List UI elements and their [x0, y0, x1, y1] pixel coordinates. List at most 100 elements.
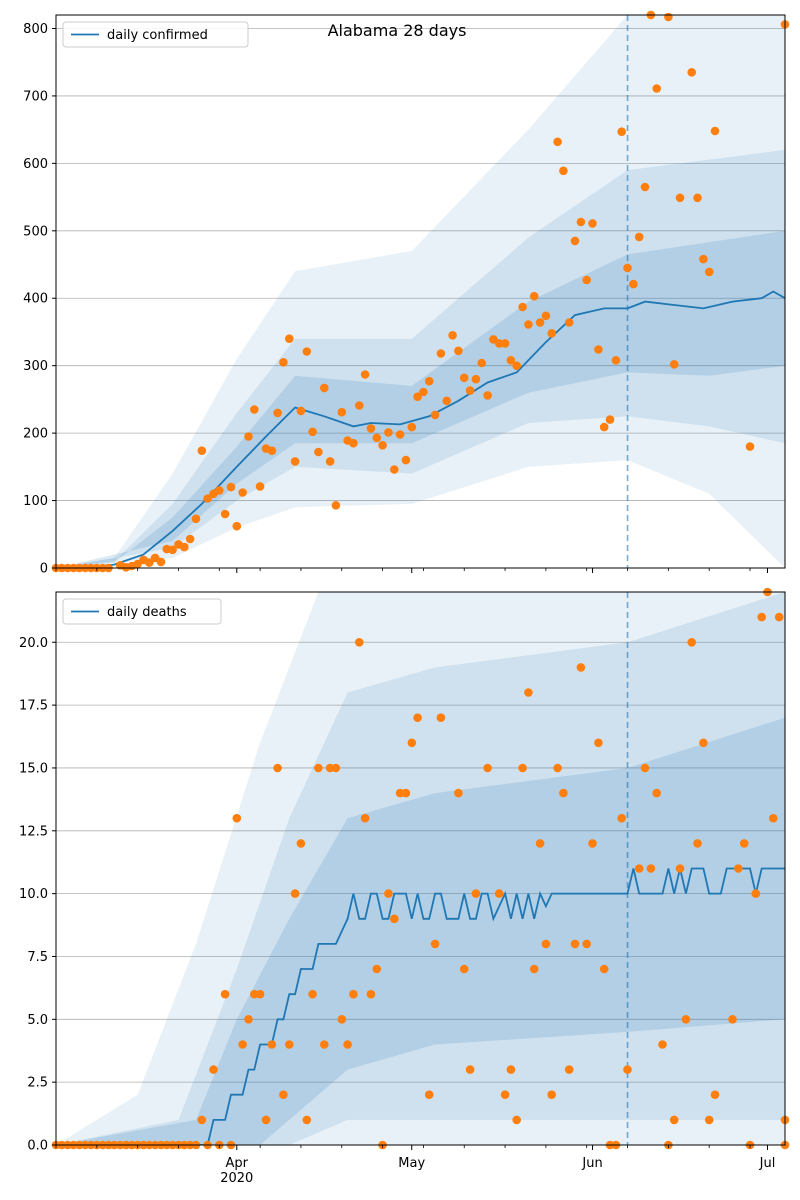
legend-box [62, 21, 249, 48]
uncertainty-band [56, 592, 785, 1145]
observed-point [629, 279, 638, 289]
observed-point [675, 193, 685, 203]
observed-point [261, 1115, 271, 1125]
observed-point [699, 254, 708, 264]
observed-point [401, 788, 411, 798]
observed-point [220, 509, 230, 519]
observed-point [285, 1040, 294, 1049]
observed-point [145, 558, 154, 567]
observed-point [588, 219, 597, 228]
observed-point [623, 263, 632, 273]
observed-point [244, 1015, 253, 1024]
observed-point [384, 428, 393, 437]
observed-point [337, 1015, 347, 1024]
observed-point [664, 12, 673, 22]
observed-point [320, 1040, 329, 1049]
observed-point [343, 1040, 352, 1049]
observed-point [617, 813, 626, 823]
observed-point [308, 427, 317, 437]
observed-point [611, 356, 621, 365]
y-tick-label: 5.0 [27, 1013, 48, 1028]
x-tick-label: Jun [581, 1156, 602, 1171]
observed-point [704, 1115, 714, 1125]
observed-point [273, 763, 282, 773]
observed-point [191, 514, 201, 524]
observed-point [273, 408, 282, 418]
observed-point [465, 386, 475, 395]
observed-point [413, 713, 422, 722]
plot-area [56, 592, 785, 1145]
observed-point [302, 347, 312, 356]
observed-point [430, 939, 440, 949]
observed-point [506, 356, 516, 365]
observed-point [238, 1040, 247, 1049]
observed-point [337, 407, 347, 417]
observed-point [424, 376, 434, 386]
observed-point [390, 914, 399, 924]
observed-point [209, 1065, 218, 1074]
observed-point [535, 839, 545, 848]
observed-point [267, 446, 277, 456]
observed-point [745, 442, 755, 451]
observed-point [594, 345, 603, 354]
observed-point [366, 424, 376, 433]
observed-point [378, 441, 387, 450]
observed-point [646, 864, 656, 873]
observed-point [570, 236, 580, 246]
observed-point [436, 713, 446, 722]
observed-point [599, 422, 609, 432]
observed-point [255, 989, 265, 999]
y-tick-label: 200 [23, 427, 48, 442]
observed-point [349, 438, 358, 448]
observed-point [675, 864, 685, 873]
observed-point [250, 405, 259, 414]
observed-point [500, 339, 510, 348]
observed-point [215, 486, 224, 495]
axes-frame [55, 14, 786, 569]
observed-point [570, 939, 580, 949]
observed-point [296, 839, 306, 848]
observed-point [710, 1090, 720, 1099]
observed-point [669, 360, 679, 369]
observed-point [413, 392, 422, 402]
observed-point [518, 763, 527, 773]
observed-point [506, 1065, 516, 1074]
observed-point [459, 964, 469, 974]
observed-point [553, 763, 562, 773]
observed-point [658, 1040, 667, 1049]
observed-point [355, 401, 364, 410]
confirmed-panel: 0 100 200 300 400 500 600 700 800 daily confirmed [23, 10, 790, 577]
observed-point [290, 457, 300, 466]
y-tick-label: 400 [23, 292, 48, 307]
observed-point [331, 763, 341, 773]
observed-point [704, 267, 714, 277]
observed-point [232, 813, 242, 823]
x-tick-label: May [398, 1156, 425, 1171]
median-line [56, 290, 785, 568]
observed-point [220, 989, 230, 999]
observed-point [518, 302, 527, 312]
observed-point [687, 68, 696, 77]
uncertainty-band [56, 717, 785, 1145]
observed-point [774, 612, 784, 622]
observed-point [436, 349, 446, 358]
observed-point [634, 864, 644, 873]
observed-point [769, 813, 778, 823]
observed-point [693, 839, 702, 848]
observed-point [442, 396, 452, 406]
observed-point [180, 542, 189, 552]
observed-point [605, 415, 615, 424]
observed-point [652, 84, 661, 93]
observed-point [407, 422, 417, 432]
observed-point [588, 839, 597, 848]
observed-point [623, 1065, 632, 1074]
median-line [56, 867, 785, 1145]
observed-point [168, 545, 177, 555]
observed-point [372, 433, 382, 443]
plot-area [56, 15, 785, 568]
observed-point [331, 501, 341, 510]
y-tick-label: 20.0 [19, 636, 48, 651]
observed-point [559, 788, 568, 798]
observed-point [156, 557, 166, 567]
